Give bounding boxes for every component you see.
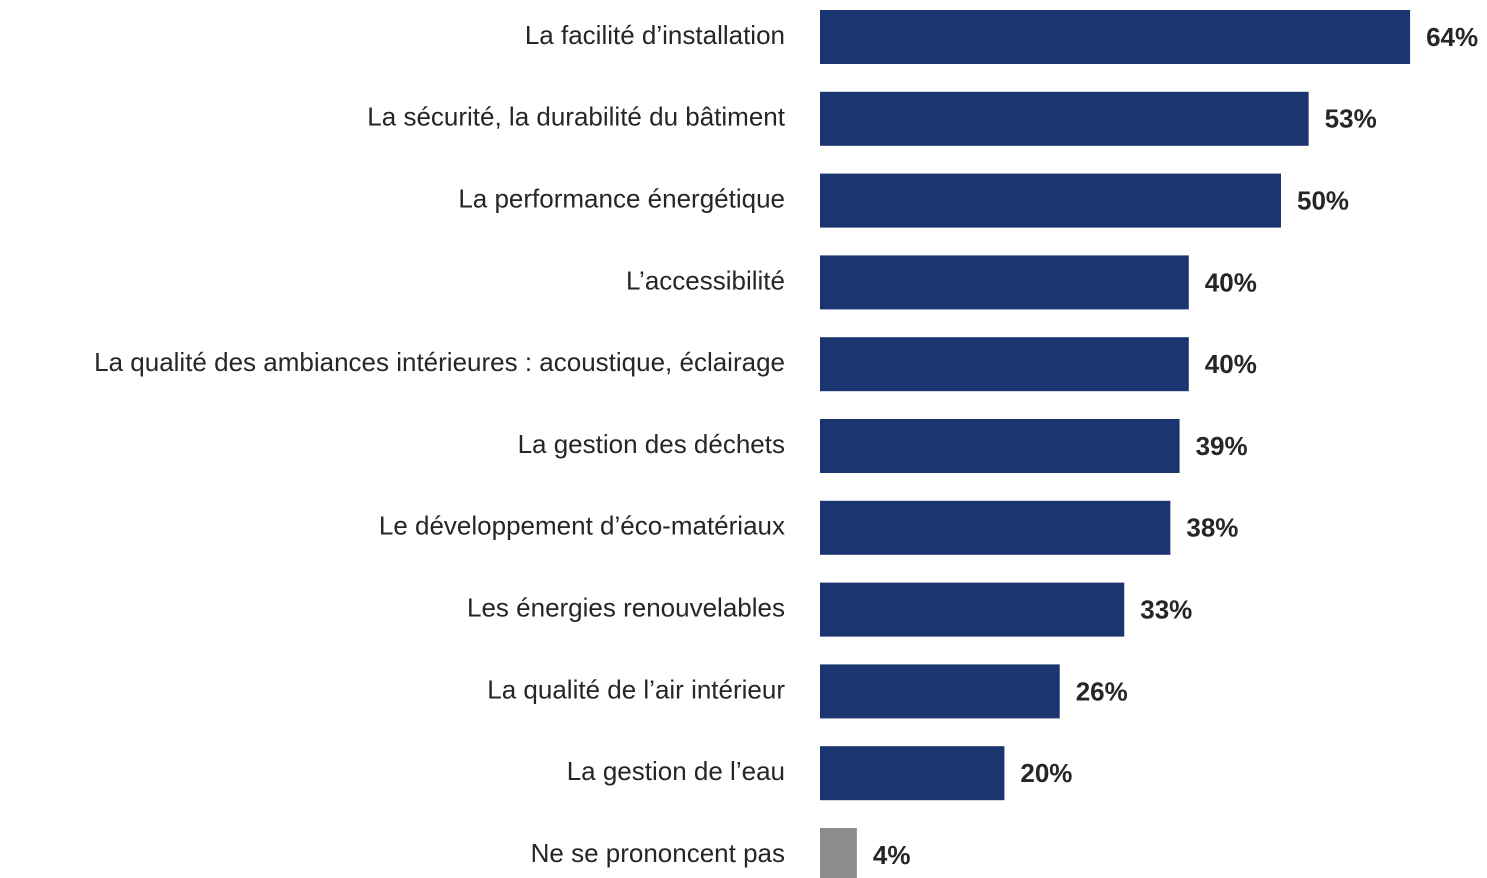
category-label: La performance énergétique <box>458 183 785 213</box>
value-label: 40% <box>1205 349 1257 379</box>
bar <box>820 10 1411 64</box>
value-label: 50% <box>1297 185 1349 215</box>
value-label: 20% <box>1020 758 1072 788</box>
bar <box>820 582 1125 637</box>
category-label: La sécurité, la durabilité du bâtiment <box>367 102 785 132</box>
value-label: 64% <box>1426 22 1478 52</box>
value-label: 39% <box>1196 431 1248 461</box>
value-label: 33% <box>1140 594 1192 624</box>
bar <box>820 337 1189 392</box>
bar <box>820 91 1309 146</box>
bar <box>820 746 1005 801</box>
category-label: La facilité d’installation <box>525 20 785 50</box>
value-label: 40% <box>1205 267 1257 297</box>
category-label: Le développement d’éco-matériaux <box>379 511 785 541</box>
category-label: La gestion des déchets <box>518 429 785 459</box>
value-label: 4% <box>873 840 911 870</box>
bar <box>820 500 1171 555</box>
category-label: La qualité de l’air intérieur <box>487 674 785 704</box>
bar <box>820 419 1180 473</box>
bar <box>820 828 857 878</box>
value-label: 53% <box>1325 104 1377 134</box>
value-label: 26% <box>1076 676 1128 706</box>
bar <box>820 173 1281 228</box>
value-label: 38% <box>1186 513 1238 543</box>
category-label: L’accessibilité <box>626 265 785 295</box>
bar <box>820 664 1060 719</box>
category-label: Les énergies renouvelables <box>467 592 785 622</box>
category-label: Ne se prononcent pas <box>531 838 785 868</box>
category-label: La gestion de l’eau <box>567 756 785 786</box>
bar <box>820 255 1189 310</box>
category-label: La qualité des ambiances intérieures : a… <box>94 347 785 377</box>
